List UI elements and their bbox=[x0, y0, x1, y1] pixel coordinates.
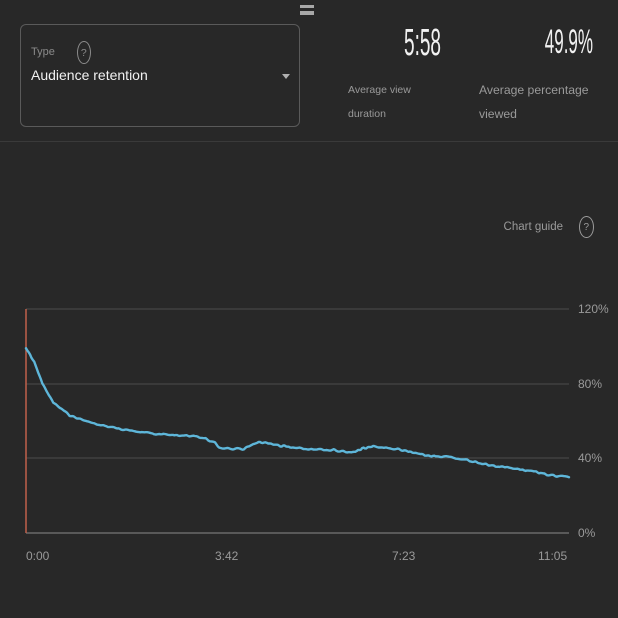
svg-text:40%: 40% bbox=[578, 451, 602, 465]
svg-text:120%: 120% bbox=[578, 302, 609, 316]
svg-text:3:42: 3:42 bbox=[215, 549, 239, 563]
svg-text:7:23: 7:23 bbox=[392, 549, 416, 563]
svg-text:0:00: 0:00 bbox=[26, 549, 50, 563]
svg-text:80%: 80% bbox=[578, 377, 602, 391]
svg-text:11:05: 11:05 bbox=[538, 549, 567, 563]
svg-text:0%: 0% bbox=[578, 526, 596, 540]
